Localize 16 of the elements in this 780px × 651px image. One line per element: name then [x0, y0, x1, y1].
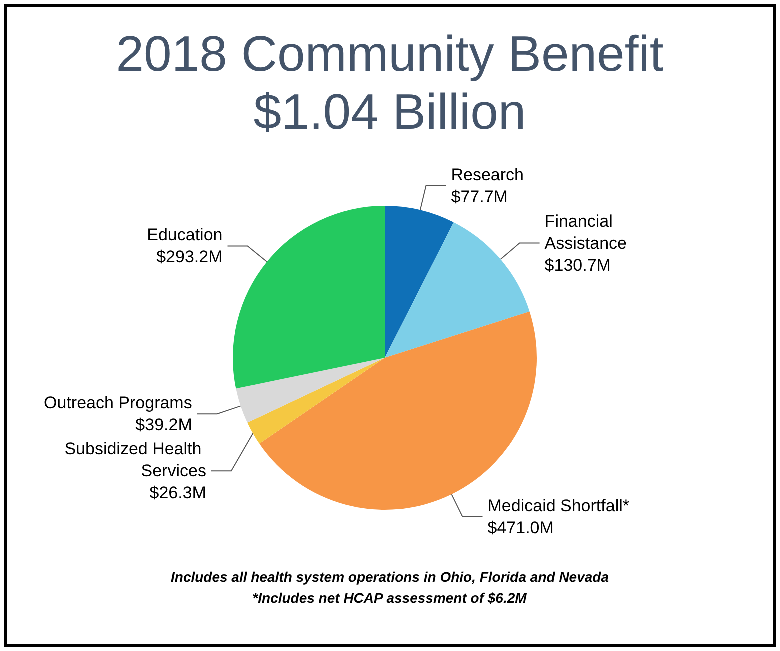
text: *Includes net HCAP assessment of $6.2M: [252, 590, 528, 606]
data-label: $293.2M: [156, 248, 223, 267]
chart-title: 2018 Community Benefit: [116, 26, 664, 82]
slice-label: Education: [147, 226, 223, 245]
data-label: $39.2M: [136, 416, 192, 435]
slice-label: Outreach Programs: [44, 394, 192, 413]
slice-label: Research: [451, 165, 524, 184]
chart-subtitle: $1.04 Billion: [254, 84, 526, 140]
data-label: $130.7M: [544, 256, 611, 275]
slice-label: Financial Assistance: [544, 212, 628, 253]
slice-label: Medicaid Shortfall*: [488, 496, 630, 516]
data-label: $77.7M: [451, 187, 508, 206]
data-label: $471.0M: [488, 518, 554, 538]
text: Includes all health system operations in Ohio, Florida and Nevada: [171, 569, 610, 585]
slice-label: Subsidized Health Services: [64, 440, 206, 481]
data-label: $26.3M: [150, 484, 206, 503]
